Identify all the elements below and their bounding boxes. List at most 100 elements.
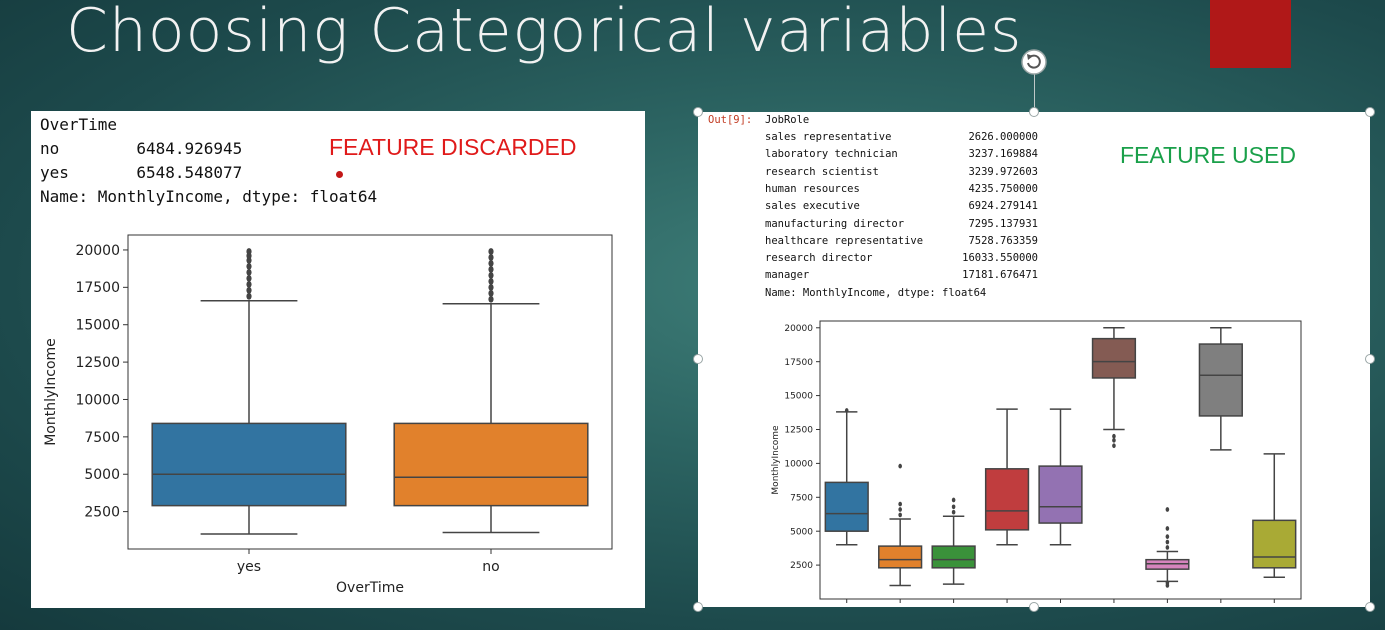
- output-line: no 6484.926945: [40, 139, 243, 158]
- box: [984, 468, 1030, 531]
- jobrole-name: manufacturing director: [765, 217, 905, 230]
- box: [393, 422, 589, 507]
- out-prompt-label: Out[9]:: [708, 114, 753, 126]
- x-tick-label: no: [482, 559, 499, 575]
- outlier-point: [246, 292, 252, 300]
- resize-handle-bottom-left[interactable]: [693, 602, 703, 612]
- jobrole-value: 6924.279141: [968, 200, 1038, 213]
- feature-discarded-label: FEATURE DISCARDED: [329, 134, 577, 160]
- y-tick-label: 10000: [784, 460, 813, 470]
- y-tick-label: 20000: [75, 243, 120, 259]
- outlier-point: [898, 463, 902, 469]
- outlier-point: [951, 504, 956, 510]
- jobrole-name: research director: [765, 252, 873, 265]
- resize-handle-bottom-right[interactable]: [1365, 602, 1375, 612]
- y-tick-label: 15000: [784, 392, 813, 402]
- rotate-icon[interactable]: [1021, 49, 1047, 75]
- resize-handle-top-right[interactable]: [1365, 107, 1375, 117]
- y-tick-label: 5000: [790, 527, 813, 537]
- output-footer: Name: MonthlyIncome, dtype: float64: [765, 287, 987, 299]
- resize-handle-bottom[interactable]: [1029, 602, 1039, 612]
- box: [1038, 465, 1083, 524]
- feature-used-label: FEATURE USED: [1120, 142, 1296, 168]
- x-axis-label: OverTime: [336, 580, 404, 596]
- jobrole-value: 17181.676471: [962, 269, 1038, 282]
- y-tick-label: 17500: [784, 358, 813, 368]
- output-line: yes 6548.548077: [40, 163, 243, 182]
- y-tick-label: 15000: [75, 318, 120, 334]
- outlier-point: [246, 286, 252, 294]
- box: [1091, 337, 1137, 379]
- resize-handle-top-left[interactable]: [693, 107, 703, 117]
- outlier-point: [1165, 580, 1170, 586]
- y-tick-label: 10000: [75, 392, 120, 408]
- box: [878, 545, 923, 569]
- outlier-point: [951, 497, 956, 503]
- resize-handle-top[interactable]: [1029, 107, 1039, 117]
- outlier-point: [1165, 545, 1170, 550]
- y-tick-label: 5000: [84, 467, 120, 483]
- accent-rectangle: [1210, 0, 1291, 68]
- outlier-point: [488, 254, 494, 261]
- jobrole-name: sales representative: [765, 131, 892, 143]
- outlier-point: [898, 512, 902, 518]
- outlier-point: [1165, 526, 1170, 531]
- jobrole-value: 7295.137931: [968, 217, 1038, 230]
- outlier-point: [488, 260, 494, 267]
- outlier-point: [488, 289, 494, 297]
- y-tick-label: 17500: [75, 280, 120, 296]
- resize-handle-left[interactable]: [693, 354, 703, 364]
- jobrole-value: 7528.763359: [968, 234, 1038, 247]
- box: [824, 481, 869, 532]
- y-axis-label: MonthlyIncome: [43, 338, 59, 446]
- output-header: JobRole: [765, 114, 810, 126]
- outlier-point: [488, 295, 494, 303]
- outlier-point: [844, 408, 849, 413]
- outlier-point: [951, 509, 956, 515]
- left-image-panel[interactable]: OverTime no 6484.926945 yes 6548.548077 …: [31, 111, 645, 608]
- outlier-point: [488, 266, 494, 273]
- outlier-point: [488, 271, 494, 279]
- outlier-point: [246, 248, 252, 255]
- outlier-point: [1165, 507, 1170, 512]
- outlier-point: [246, 274, 252, 282]
- outlier-point: [1112, 437, 1116, 443]
- jobrole-name: sales executive: [765, 200, 860, 213]
- box: [1252, 519, 1297, 569]
- box: [151, 422, 347, 507]
- slide-title: Choosing Categorical variables: [66, 0, 1023, 66]
- x-tick-label: yes: [237, 559, 261, 575]
- box: [1198, 343, 1243, 417]
- outlier-point: [898, 507, 902, 512]
- jobrole-boxplot: 2500 5000 7500 10000 12500 15000 17500 20000 Mon…: [771, 320, 1302, 603]
- outlier-point: [246, 263, 252, 270]
- outlier-point: [488, 277, 494, 285]
- jobrole-name: healthcare representative: [765, 234, 924, 247]
- jobrole-name: manager: [765, 269, 810, 282]
- outlier-point: [1112, 433, 1116, 439]
- y-tick-label: 20000: [784, 324, 813, 334]
- outlier-point: [1112, 443, 1116, 449]
- output-line: Name: MonthlyIncome, dtype: float64: [40, 187, 378, 206]
- rotation-line: [1034, 72, 1035, 112]
- jobrole-value: 3237.169884: [968, 148, 1038, 161]
- overtime-boxplot: 2500 5000 7500 10000 12500 15000 17500 20000 yes…: [43, 234, 613, 596]
- plot-frame: [127, 234, 613, 550]
- jobrole-name: human resources: [765, 182, 860, 195]
- outlier-point: [488, 248, 494, 255]
- resize-handle-right[interactable]: [1365, 354, 1375, 364]
- y-tick-label: 2500: [84, 505, 120, 521]
- jobrole-value: 2626.000000: [968, 131, 1038, 143]
- outlier-point: [898, 501, 902, 507]
- jobrole-value: 4235.750000: [968, 182, 1038, 195]
- jobrole-value: 16033.550000: [962, 252, 1038, 265]
- y-tick-label: 12500: [784, 426, 813, 436]
- y-axis-label: MonthlyIncome: [771, 425, 781, 495]
- outlier-point: [1165, 534, 1170, 539]
- right-image-panel[interactable]: Out[9]: JobRole sales representative 2626…: [698, 112, 1370, 607]
- y-tick-label: 2500: [790, 561, 813, 571]
- jobrole-name: research scientist: [765, 165, 879, 178]
- outlier-point: [246, 280, 252, 288]
- outlier-point: [488, 283, 494, 291]
- y-tick-label: 7500: [790, 493, 813, 503]
